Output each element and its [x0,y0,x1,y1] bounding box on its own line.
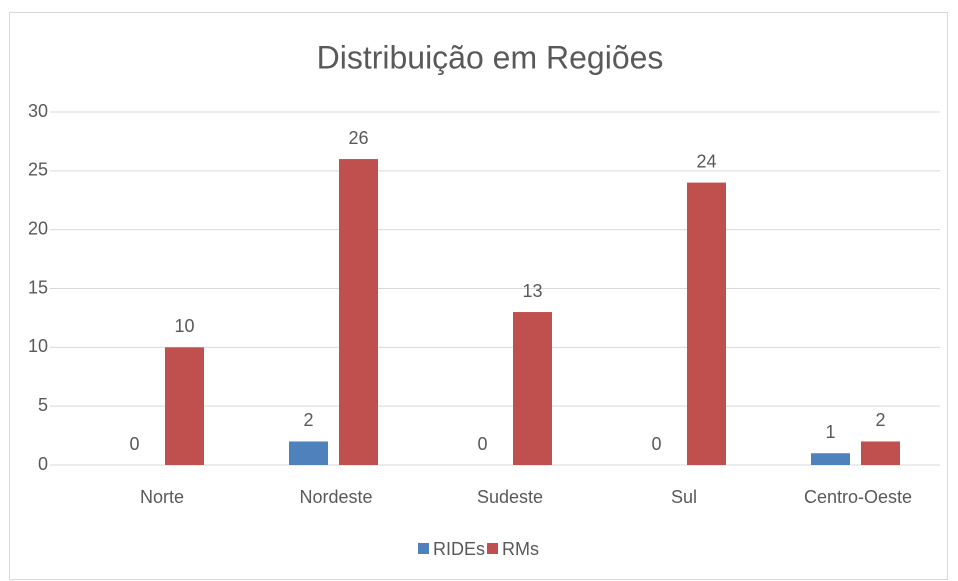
data-label: 0 [477,434,487,454]
bar [513,312,552,465]
bar [165,347,204,465]
y-tick-label: 0 [38,454,48,474]
bar [289,441,328,465]
data-label: 2 [303,410,313,430]
data-label: 1 [825,422,835,442]
x-tick-label: Sudeste [477,487,543,507]
bar [339,159,378,466]
y-tick-label: 25 [28,160,48,180]
data-label: 2 [875,410,885,430]
chart-title: Distribuição em Regiões [317,39,664,75]
data-label: 26 [348,128,368,148]
data-label: 24 [696,151,716,171]
bar [861,441,900,465]
y-tick-label: 15 [28,277,48,297]
data-label: 0 [129,434,139,454]
legend-label: RMs [502,539,539,559]
data-label: 0 [651,434,661,454]
legend-label: RIDEs [433,539,485,559]
y-tick-label: 5 [38,395,48,415]
data-label: 10 [174,316,194,336]
bar [687,182,726,465]
y-tick-label: 20 [28,218,48,238]
data-label: 13 [522,281,542,301]
chart-border [9,12,948,580]
y-tick-label: 30 [28,101,48,121]
legend-swatch [487,543,498,554]
x-tick-label: Norte [140,487,184,507]
x-tick-label: Centro-Oeste [804,487,912,507]
legend-swatch [418,543,429,554]
x-tick-label: Sul [671,487,697,507]
y-tick-label: 10 [28,336,48,356]
bar [811,453,850,465]
x-tick-label: Nordeste [299,487,372,507]
